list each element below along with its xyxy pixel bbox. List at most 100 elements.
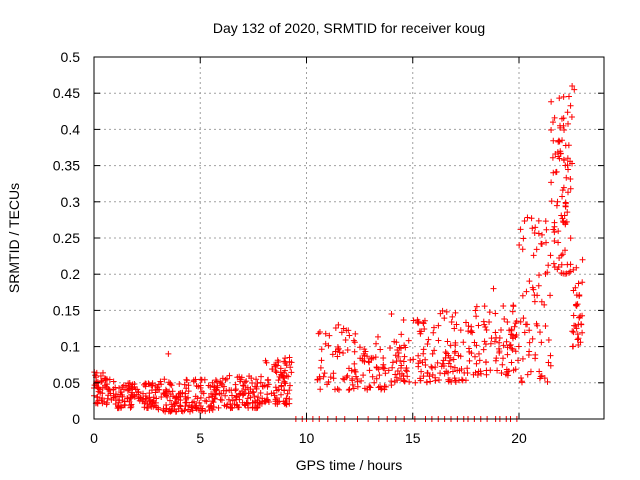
data-point [560,184,567,191]
data-point [344,372,351,379]
data-point [460,339,467,346]
data-point [432,377,439,384]
data-point [158,394,165,401]
data-point [550,169,557,176]
data-point [116,385,123,392]
y-axis-label: SRMTID / TECUs [6,183,22,293]
data-point [400,317,407,324]
data-point [565,269,572,276]
data-point [435,322,442,329]
data-point [506,327,513,334]
data-point [575,335,582,342]
data-point [418,328,425,335]
data-point [205,394,212,401]
data-point [97,389,104,396]
data-points [91,82,586,422]
data-point [420,319,427,326]
data-point [440,363,447,370]
data-point [356,344,363,351]
data-point [97,373,104,380]
data-point [452,342,459,349]
data-point [140,396,147,403]
data-point [373,375,380,382]
data-point [569,160,576,167]
data-point [565,189,572,196]
data-point [329,351,336,358]
data-point [380,361,387,368]
data-point [265,399,272,406]
data-point [166,388,173,395]
data-point [565,142,572,149]
data-point [512,348,519,355]
data-point [284,390,291,397]
data-point [315,330,322,337]
data-point [449,368,456,375]
data-point [544,378,551,385]
data-point [213,378,220,385]
data-point [352,373,359,380]
data-point [558,212,565,219]
data-point [577,339,584,346]
data-point [475,368,482,375]
data-point [548,179,555,186]
data-point [283,372,290,379]
data-point [579,256,586,263]
data-point [255,394,262,401]
data-point [286,354,293,361]
data-point [558,261,565,268]
data-point [361,385,368,392]
data-point [346,332,353,339]
data-point [278,383,285,390]
data-point [442,349,449,356]
data-point [429,350,436,357]
data-point [229,404,236,411]
data-point [468,327,475,334]
data-point [154,386,161,393]
data-point [214,384,221,391]
data-point [279,372,286,379]
data-point [443,308,450,315]
data-point [250,389,257,396]
data-point [458,376,465,383]
data-point [542,270,549,277]
data-point [280,375,287,382]
data-point [364,353,371,360]
data-point [317,364,324,371]
data-point [209,391,216,398]
data-point [492,310,499,317]
data-point [434,359,441,366]
data-point [530,252,537,259]
y-tick-label: 0.35 [53,158,80,174]
data-point [237,390,244,397]
data-point [254,404,261,411]
data-point [168,407,175,414]
data-point [282,367,289,374]
data-point [338,329,345,336]
data-point [555,239,562,246]
data-point [559,215,566,222]
data-point [400,358,407,365]
data-point [126,398,133,405]
data-point [516,241,523,248]
data-point [563,174,570,181]
data-point [316,329,323,336]
data-point [221,402,228,409]
data-point [576,293,583,300]
data-point [209,406,216,413]
data-point [548,198,555,205]
data-point [388,311,395,318]
data-point [426,373,433,380]
axis-ticks [93,56,604,420]
data-point [239,399,246,406]
data-point [457,327,464,334]
data-point [219,375,226,382]
data-point [216,390,223,397]
data-point [177,397,184,404]
data-point [131,393,138,400]
data-point [184,377,191,384]
data-point [542,218,549,225]
data-point [471,353,478,360]
data-point [368,354,375,361]
data-point [480,346,487,353]
data-point [499,361,506,368]
